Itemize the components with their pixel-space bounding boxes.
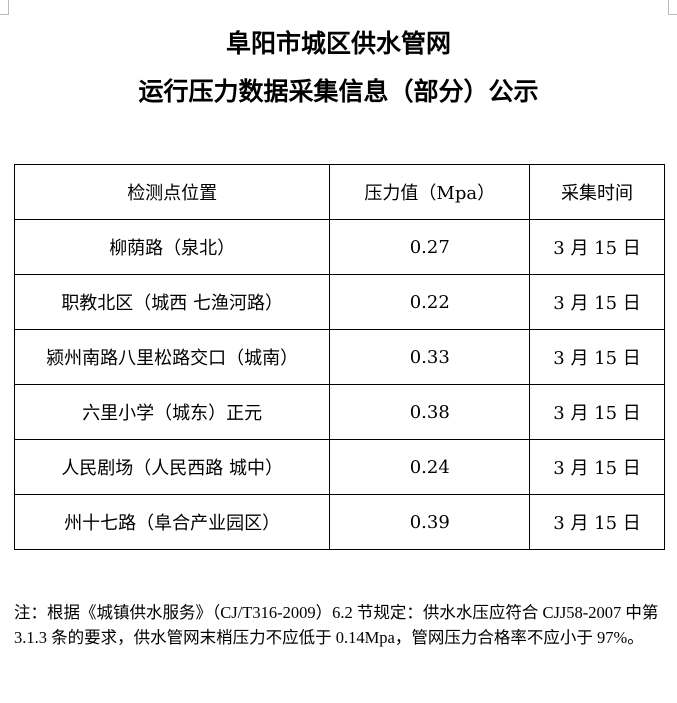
cell-time: 3 月 15 日 — [529, 274, 665, 330]
table-row: 颍州南路八里松路交口（城南） 0.33 3 月 15 日 — [13, 329, 665, 385]
table-row: 人民剧场（人民西路 城中） 0.24 3 月 15 日 — [13, 439, 665, 495]
cell-location: 职教北区（城西 七渔河路） — [13, 274, 331, 330]
table-row: 六里小学（城东）正元 0.38 3 月 15 日 — [13, 384, 665, 440]
header-pressure: 压力值（Mpa） — [329, 164, 531, 220]
table-row: 柳荫路（泉北） 0.27 3 月 15 日 — [13, 219, 665, 275]
cell-pressure: 0.27 — [329, 219, 531, 275]
header-time: 采集时间 — [529, 164, 665, 220]
cell-time: 3 月 15 日 — [529, 384, 665, 440]
cell-location: 六里小学（城东）正元 — [13, 384, 331, 440]
page-corner-mark — [668, 0, 677, 15]
cell-location: 州十七路（阜合产业园区） — [13, 494, 331, 550]
cell-pressure: 0.33 — [329, 329, 531, 385]
cell-time: 3 月 15 日 — [529, 329, 665, 385]
pressure-table: 检测点位置 压力值（Mpa） 采集时间 柳荫路（泉北） 0.27 3 月 15 日职… — [13, 164, 665, 550]
cell-location: 柳荫路（泉北） — [13, 219, 331, 275]
page-corner-mark — [0, 0, 9, 15]
footnote: 注：根据《城镇供水服务》（CJ/T316-2009）6.2 节规定：供水水压应符… — [14, 603, 659, 647]
page-title: 阜阳市城区供水管网 — [225, 29, 451, 58]
cell-pressure: 0.39 — [329, 494, 531, 550]
cell-time: 3 月 15 日 — [529, 494, 665, 550]
cell-time: 3 月 15 日 — [529, 219, 665, 275]
cell-pressure: 0.24 — [329, 439, 531, 495]
table-row: 州十七路（阜合产业园区） 0.39 3 月 15 日 — [13, 494, 665, 550]
cell-location: 人民剧场（人民西路 城中） — [13, 439, 331, 495]
page-subtitle: 运行压力数据采集信息（部分）公示 — [138, 77, 539, 106]
cell-pressure: 0.38 — [329, 384, 531, 440]
cell-pressure: 0.22 — [329, 274, 531, 330]
cell-location: 颍州南路八里松路交口（城南） — [13, 329, 331, 385]
cell-time: 3 月 15 日 — [529, 439, 665, 495]
table-row: 职教北区（城西 七渔河路） 0.22 3 月 15 日 — [13, 274, 665, 330]
header-location: 检测点位置 — [13, 164, 331, 220]
table-header-row: 检测点位置 压力值（Mpa） 采集时间 — [13, 164, 665, 220]
